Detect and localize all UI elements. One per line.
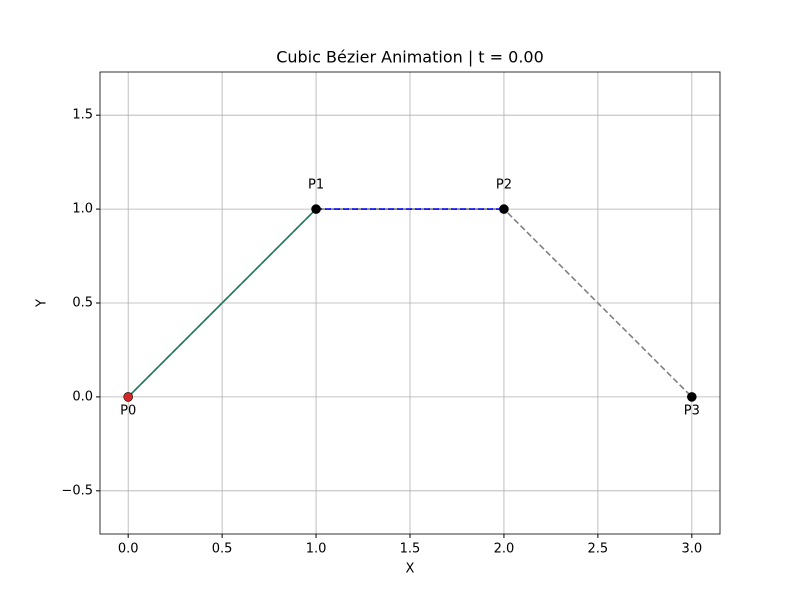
point-label: P1 — [308, 178, 324, 193]
x-tick-label: 1.5 — [400, 542, 421, 557]
line — [127, 208, 317, 398]
y-axis-label: Y — [35, 299, 50, 308]
y-tick-label: 0.0 — [72, 389, 93, 404]
control-point — [123, 392, 133, 402]
y-tick-label: 0.5 — [72, 296, 93, 311]
x-tick-label: 3.0 — [681, 542, 702, 557]
line — [127, 208, 693, 398]
x-axis-label: X — [406, 562, 415, 577]
x-tick-label: 0.5 — [212, 542, 233, 557]
point-label: P2 — [496, 178, 512, 193]
x-tick-label: 0.0 — [118, 542, 139, 557]
control-point — [499, 204, 509, 214]
y-tick-label: −0.5 — [61, 483, 93, 498]
chart-title: Cubic Bézier Animation | t = 0.00 — [276, 48, 544, 67]
plot-frame — [99, 71, 721, 535]
control-point — [687, 392, 697, 402]
x-tick-label: 2.5 — [588, 542, 609, 557]
control-point — [311, 204, 321, 214]
y-tick-label: 1.5 — [72, 108, 93, 123]
x-tick-label: 2.0 — [494, 542, 515, 557]
y-tick-label: 1.0 — [72, 202, 93, 217]
point-label: P3 — [684, 403, 700, 418]
x-tick-label: 1.0 — [306, 542, 327, 557]
point-label: P0 — [120, 403, 136, 418]
